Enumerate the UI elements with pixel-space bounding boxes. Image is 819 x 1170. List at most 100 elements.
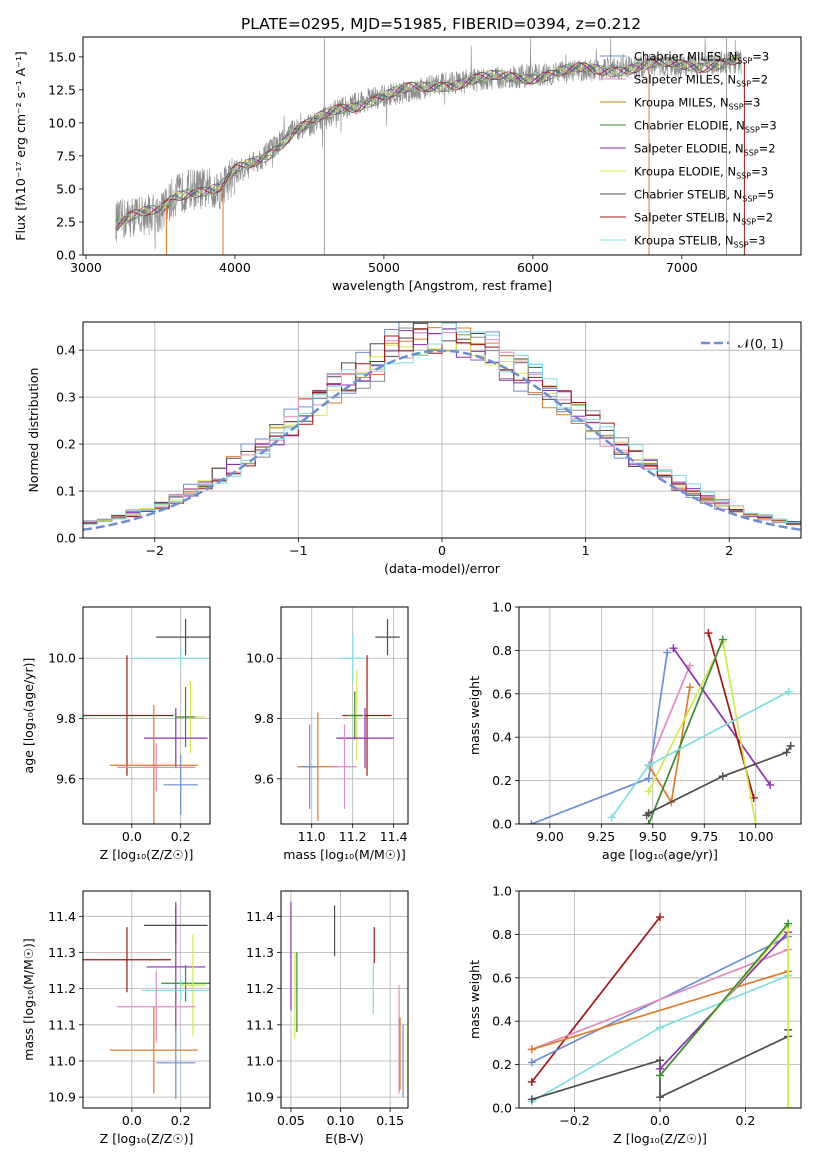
legend-sub: SSP: [734, 241, 749, 250]
mass-vs-ebv-ytick-label: 11.3: [246, 945, 274, 960]
residual-histogram-xtick-label: 0: [438, 543, 446, 558]
legend-label: Salpeter MILES, N: [634, 73, 736, 87]
weight-series-marker: [782, 748, 791, 757]
legend-tail: =2: [751, 73, 768, 87]
weight-vs-Z-ytick-label: 0.4: [492, 1014, 512, 1029]
weight-series-marker: [718, 772, 727, 781]
weight-vs-Z-ytick-label: 1.0: [492, 884, 512, 899]
legend-label: Chabrier ELODIE, N: [634, 119, 745, 133]
legend-label: Chabrier MILES, N: [634, 50, 737, 64]
mass-vs-ebv-frame: [280, 890, 409, 1109]
legend-sub: SSP: [741, 218, 756, 227]
weight-series-marker: [784, 687, 793, 696]
error-bar-point: [340, 634, 365, 683]
weight-series-marker: [704, 629, 713, 638]
mass-vs-Z-ytick-label: 11.1: [48, 1017, 76, 1032]
weight-series-marker: [784, 1104, 793, 1108]
error-bar-point: [83, 655, 174, 776]
weight-vs-age-ytick-label: 1.0: [492, 600, 512, 615]
legend-label: Salpeter STELIB, N: [634, 211, 741, 225]
weight-vs-age-ytick-label: 0.0: [492, 817, 512, 832]
weight-series-marker: [766, 780, 775, 789]
weight-series-line: [672, 647, 771, 786]
spectrum-ytick-label: 2.5: [56, 214, 76, 229]
mass-vs-ebv-ytick-label: 10.9: [246, 1090, 274, 1105]
weight-vs-age-xlabel: age [log₁₀(age/yr)]: [602, 847, 718, 862]
error-bar-point: [346, 691, 363, 740]
age-vs-Z-frame: [82, 606, 211, 825]
legend-sub: SSP: [736, 80, 751, 89]
error-bar-point: [336, 707, 394, 769]
legend-tail: =3: [749, 234, 766, 248]
error-bar-point: [144, 707, 208, 769]
spectrum-xtick-label: 3000: [70, 260, 102, 275]
weight-vs-Z-xtick-label: 0.2: [736, 1113, 756, 1128]
error-bar-point: [175, 686, 196, 748]
weight-series-marker: [644, 774, 653, 783]
histogram-legend-label: 𝒩(0, 1): [738, 336, 784, 351]
mass-vs-ebv-ytick-label: 11.1: [246, 1017, 274, 1032]
spectrum-ytick-label: 10.0: [48, 115, 76, 130]
legend-tail: =3: [760, 119, 777, 133]
mass-vs-ebv-plot-area: [290, 901, 404, 1098]
age-vs-mass-ytick-label: 9.6: [254, 771, 274, 786]
residual-histogram-panel: −2 −1 0 1 2 0.0 0.1 0.2 0.3 0.4 (data-model)/error…: [26, 321, 802, 576]
age-vs-Z-xlabel: Z [log₁₀(Z/Z☉)]: [100, 847, 194, 862]
error-bar-point: [163, 754, 198, 815]
legend-label: Salpeter ELODIE, N: [634, 142, 744, 156]
legend-entry: Chabrier MILES, NSSP=3: [634, 50, 769, 66]
weight-series-marker: [644, 809, 653, 818]
legend-tail: =5: [757, 188, 774, 202]
age-vs-mass-xtick-label: 11.4: [380, 829, 408, 844]
error-bar-point: [117, 970, 196, 1043]
age-vs-Z-xtick-label: 0.2: [171, 829, 191, 844]
weight-series-marker: [527, 1058, 536, 1067]
age-vs-Z-ytick-label: 9.8: [56, 711, 76, 726]
error-bar-point: [131, 649, 210, 668]
weight-series-marker: [663, 648, 672, 657]
residual-histogram-ylabel: Normed distribution: [26, 368, 41, 493]
legend-entry: Salpeter ELODIE, NSSP=2: [634, 142, 776, 158]
residual-histogram-ytick-label: 0.1: [56, 484, 76, 499]
spectrum-data-line: [115, 37, 742, 250]
weight-vs-Z-plot-area: [527, 913, 793, 1108]
mass-vs-ebv-ytick-label: 11.2: [246, 981, 274, 996]
spectrum-frame: [82, 36, 802, 256]
legend-entry: Salpeter STELIB, NSSP=2: [634, 211, 773, 227]
legend-entry: Chabrier STELIB, NSSP=5: [634, 188, 774, 204]
weight-series-line: [659, 922, 789, 1077]
mass-vs-ebv-xtick-label: 0.15: [376, 1113, 404, 1128]
weight-series-marker: [656, 1071, 664, 1080]
legend-sub: SSP: [736, 172, 751, 181]
weight-vs-age-xtick-label: 10.00: [738, 829, 774, 844]
error-bar-point: [109, 704, 198, 824]
weight-vs-Z-panel: −0.2 0.0 0.2 0.0 0.2 0.4 0.6 0.8 1.0 Z [log₁₀(Z/Z…: [467, 884, 802, 1146]
residual-histogram-xtick-label: 2: [725, 543, 733, 558]
residual-histogram-plot-area: [83, 322, 801, 532]
age-vs-mass-panel: 11.0 11.2 11.4 9.6 9.8 10.0 mass [log₁₀(M/M☉)]: [246, 606, 409, 862]
error-bar-point: [156, 1026, 196, 1099]
age-vs-Z-plot-area: [83, 619, 210, 824]
spectrum-xtick-label: 6000: [517, 260, 549, 275]
panels: 3000 4000 5000 6000 70000.02.55.07.510.012.5…: [13, 36, 802, 1146]
spectrum-xtick-label: 7000: [666, 260, 698, 275]
age-vs-Z-ylabel: age [log₁₀(age/yr)]: [21, 658, 36, 774]
mass-vs-ebv-ytick-label: 11.4: [246, 909, 274, 924]
weight-vs-Z-xtick-label: 0.0: [650, 1113, 670, 1128]
weight-vs-Z-xlabel: Z [log₁₀(Z/Z☉)]: [613, 1131, 707, 1146]
weight-series-line: [647, 665, 691, 766]
weight-series-line: [531, 916, 661, 1083]
weight-vs-Z-frame: [518, 890, 802, 1109]
mass-vs-Z-ytick-label: 11.2: [48, 981, 76, 996]
weight-series-line: [531, 970, 789, 1051]
histogram-series: [83, 322, 801, 525]
spectrum-model-line: [115, 57, 742, 231]
spectrum-ytick-label: 12.5: [48, 82, 76, 97]
legend-entry: Kroupa ELODIE, NSSP=3: [634, 165, 768, 181]
legend-label: Kroupa ELODIE, N: [634, 165, 736, 179]
age-vs-mass-xtick-label: 11.2: [339, 829, 367, 844]
error-bar-point: [141, 979, 210, 1002]
legend-tail: =3: [744, 96, 761, 110]
spectrum-model-line: [115, 53, 742, 221]
